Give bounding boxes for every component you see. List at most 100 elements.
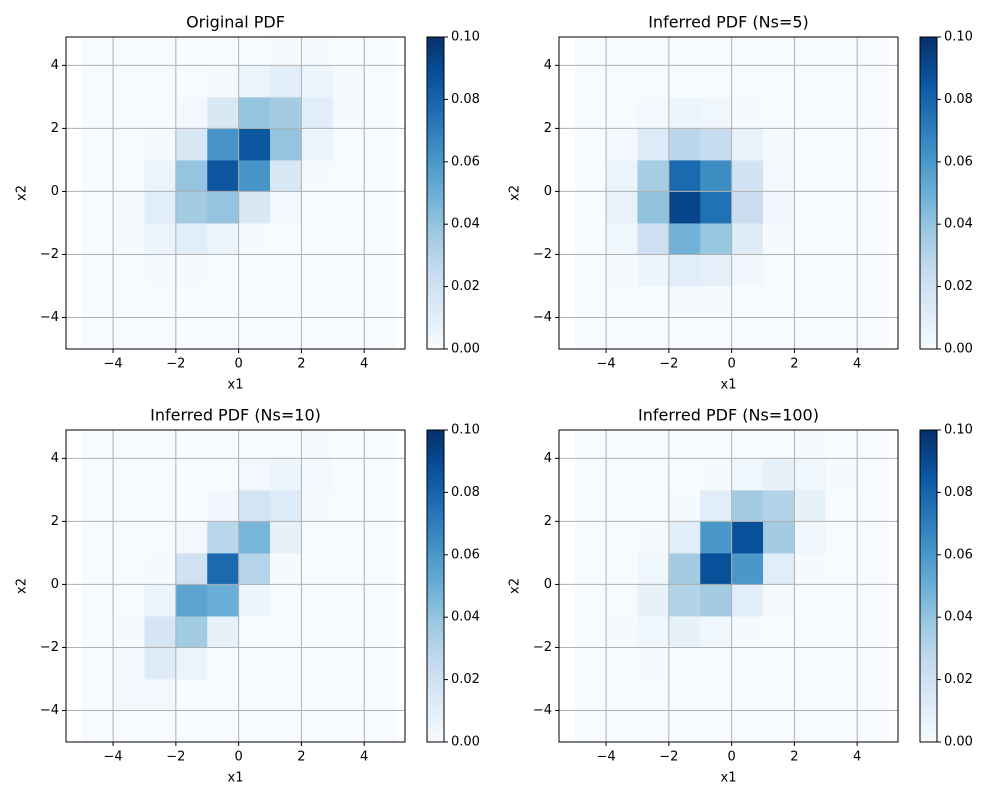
heatmap-cell	[238, 521, 271, 554]
y-tick-label: −2	[40, 247, 59, 262]
heatmap-cell	[637, 285, 670, 318]
heatmap-cell	[364, 159, 397, 192]
heatmap-cell	[794, 191, 827, 224]
subplot: −4 −2 0 2 4 −4 −2 0 2 4 Inferred PDF (Ns=5) x1 x2 0.0…	[508, 13, 973, 393]
heatmap-cell	[144, 458, 177, 491]
heatmap-cell	[207, 458, 240, 491]
heatmap-cell	[763, 159, 795, 192]
heatmap-cell	[668, 317, 701, 349]
heatmap-cell	[207, 65, 240, 98]
colorbar-tick-label: 0.06	[451, 154, 480, 169]
heatmap-cell	[270, 552, 302, 585]
heatmap-cell	[763, 222, 795, 255]
heatmap-cell	[144, 317, 177, 349]
x-tick-label: 0	[727, 357, 735, 372]
heatmap-cell	[113, 65, 145, 98]
colorbar-tick-label: 0.08	[944, 485, 973, 500]
colorbar-tick-label: 0.06	[451, 547, 480, 562]
heatmap-cell	[574, 65, 607, 98]
heatmap-cell	[637, 647, 670, 680]
heatmap-cell	[238, 317, 271, 349]
y-tick-label: 2	[51, 514, 59, 529]
heatmap-cell	[175, 521, 208, 554]
heatmap-cell	[606, 521, 638, 554]
heatmap-cell	[794, 521, 827, 554]
heatmap-cell	[574, 615, 607, 648]
colorbar-tick-label: 0.00	[944, 735, 973, 750]
heatmap-cell	[144, 128, 177, 161]
heatmap-cell	[763, 285, 795, 318]
heatmap-cell	[113, 584, 145, 617]
heatmap-cell	[668, 710, 701, 742]
x-axis-label: x1	[721, 378, 737, 393]
heatmap-cell	[175, 430, 208, 459]
heatmap-cell	[763, 615, 795, 648]
heatmap-cell	[794, 128, 827, 161]
x-tick-label: −2	[166, 357, 185, 372]
x-tick-label: −4	[596, 750, 615, 765]
heatmap-cell	[794, 584, 827, 617]
heatmap-cell	[81, 584, 114, 617]
colorbar-tick-label: 0.04	[944, 217, 973, 232]
heatmap-cell	[175, 678, 208, 711]
heatmap-cell	[606, 222, 638, 255]
heatmap-cell	[175, 710, 208, 742]
heatmap-cell	[332, 430, 365, 459]
heatmap-cell	[332, 222, 365, 255]
axes-frame	[65, 36, 406, 350]
heatmap-cell	[81, 430, 114, 459]
heatmap-cell	[175, 65, 208, 98]
colorbar-tick-label: 0.02	[451, 279, 480, 294]
heatmap-cell	[270, 317, 302, 349]
heatmap-cell	[207, 521, 240, 554]
heatmap-cell	[144, 710, 177, 742]
heatmap-cell	[668, 159, 701, 192]
heatmap-cell	[144, 552, 177, 585]
heatmap-cell	[364, 254, 397, 287]
heatmap-cell	[606, 191, 638, 224]
heatmap-cell	[825, 615, 858, 648]
heatmap-cell	[270, 678, 302, 711]
heatmap-cell	[207, 647, 240, 680]
heatmap-cell	[668, 615, 701, 648]
heatmap-cell	[364, 37, 397, 66]
heatmap-cell	[81, 458, 114, 491]
x-axis-label: x1	[721, 771, 737, 786]
heatmap-cell	[332, 552, 365, 585]
heatmap-cell	[175, 615, 208, 648]
heatmap-cell	[606, 159, 638, 192]
heatmap-cell	[857, 254, 890, 287]
heatmap-cell	[574, 222, 607, 255]
y-tick-label: 2	[544, 514, 552, 529]
heatmap-cell	[332, 96, 365, 129]
y-tick-label: 0	[544, 577, 552, 592]
heatmap-cell	[81, 285, 114, 318]
colorbar-tick-label: 0.02	[944, 279, 973, 294]
heatmap-cell	[794, 615, 827, 648]
heatmap-cell	[207, 615, 240, 648]
colorbar-scale	[919, 429, 938, 743]
heatmap-cell	[301, 285, 334, 318]
heatmap-cell	[763, 521, 795, 554]
heatmap-cell	[301, 584, 334, 617]
heatmap-cell	[700, 317, 733, 349]
colorbar-tick-label: 0.02	[451, 672, 480, 687]
x-axis-label: x1	[228, 378, 244, 393]
heatmap-cell	[825, 285, 858, 318]
heatmap-cell	[606, 489, 638, 522]
colorbar-tick-label: 0.08	[451, 485, 480, 500]
heatmap-cell	[668, 254, 701, 287]
heatmap-cell	[574, 285, 607, 318]
heatmap-cell	[144, 222, 177, 255]
axes-frame	[558, 36, 899, 350]
heatmap-cell	[637, 37, 670, 66]
heatmap-cell	[763, 647, 795, 680]
heatmap-cell	[668, 584, 701, 617]
heatmap-cell	[857, 584, 890, 617]
heatmap-cell	[364, 521, 397, 554]
x-tick-label: −4	[103, 750, 122, 765]
heatmap-cells	[81, 430, 397, 742]
heatmap-cell	[606, 96, 638, 129]
heatmap-cell	[794, 285, 827, 318]
